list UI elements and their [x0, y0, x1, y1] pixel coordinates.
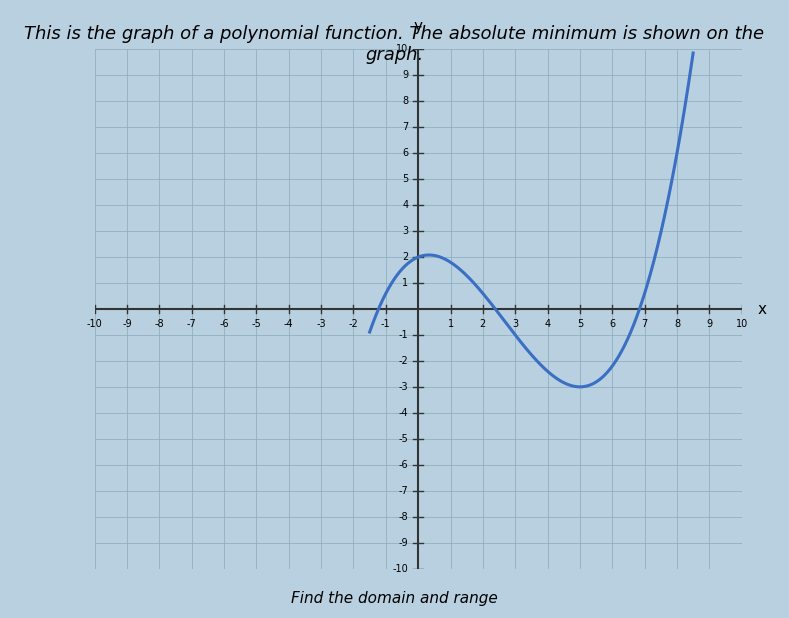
Text: -5: -5 — [252, 320, 261, 329]
Text: -9: -9 — [399, 538, 409, 548]
Text: -4: -4 — [284, 320, 294, 329]
Text: 2: 2 — [402, 252, 409, 262]
Text: -2: -2 — [398, 356, 409, 366]
Text: 9: 9 — [402, 70, 409, 80]
Text: -8: -8 — [155, 320, 164, 329]
Text: 1: 1 — [447, 320, 454, 329]
Text: -3: -3 — [399, 382, 409, 392]
Text: -6: -6 — [399, 460, 409, 470]
Text: 5: 5 — [577, 320, 583, 329]
Text: 8: 8 — [402, 96, 409, 106]
Text: -10: -10 — [393, 564, 409, 574]
Text: 7: 7 — [641, 320, 648, 329]
Text: 3: 3 — [512, 320, 518, 329]
Text: -7: -7 — [187, 320, 196, 329]
Text: This is the graph of a polynomial function. The absolute minimum is shown on the: This is the graph of a polynomial functi… — [24, 25, 765, 64]
Text: 8: 8 — [674, 320, 680, 329]
Text: 6: 6 — [402, 148, 409, 158]
Text: Find the domain and range: Find the domain and range — [291, 591, 498, 606]
Text: 5: 5 — [402, 174, 409, 184]
Text: -5: -5 — [398, 434, 409, 444]
Text: y: y — [413, 19, 423, 34]
Text: -9: -9 — [122, 320, 132, 329]
Text: 4: 4 — [402, 200, 409, 210]
Text: -10: -10 — [87, 320, 103, 329]
Text: 1: 1 — [402, 278, 409, 288]
Text: 10: 10 — [396, 44, 409, 54]
Text: -7: -7 — [398, 486, 409, 496]
Text: -2: -2 — [349, 320, 358, 329]
Text: -1: -1 — [381, 320, 391, 329]
Text: 6: 6 — [609, 320, 615, 329]
Text: 2: 2 — [480, 320, 486, 329]
Text: -6: -6 — [219, 320, 229, 329]
Text: x: x — [757, 302, 767, 316]
Text: -1: -1 — [399, 330, 409, 340]
Text: -3: -3 — [316, 320, 326, 329]
Text: 3: 3 — [402, 226, 409, 236]
Text: -8: -8 — [399, 512, 409, 522]
Text: 9: 9 — [706, 320, 712, 329]
Text: 7: 7 — [402, 122, 409, 132]
Text: 10: 10 — [735, 320, 748, 329]
Text: -4: -4 — [399, 408, 409, 418]
Text: 4: 4 — [544, 320, 551, 329]
